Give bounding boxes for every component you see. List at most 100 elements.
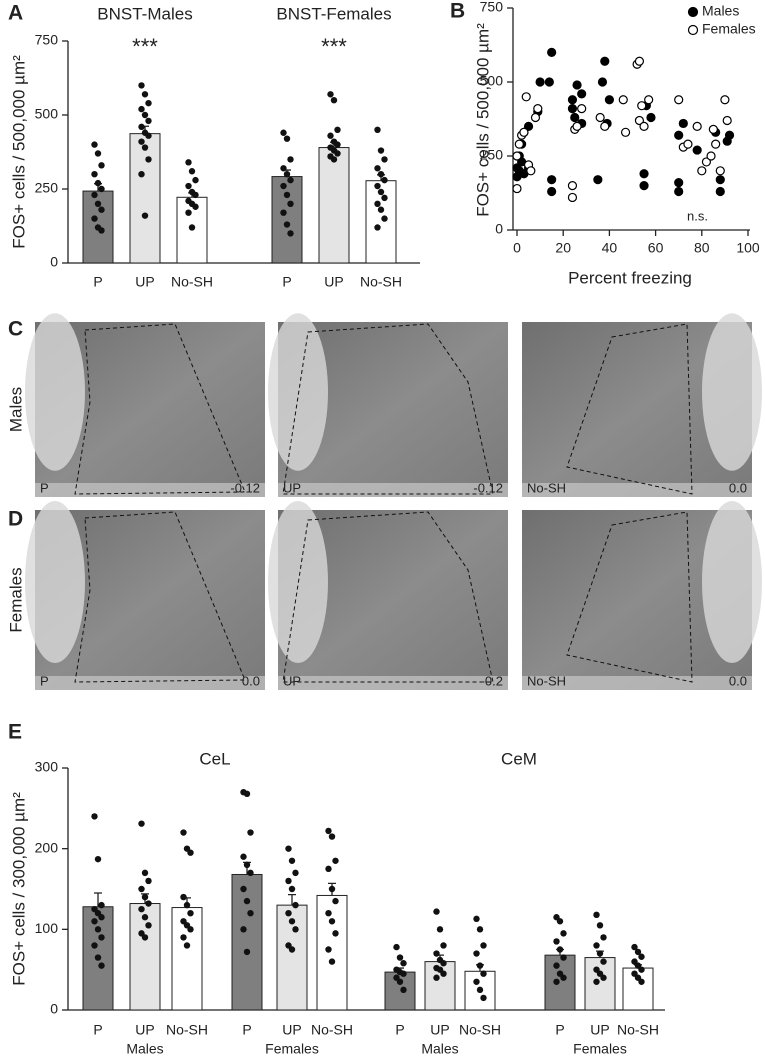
- x-tick-label: P: [282, 274, 291, 290]
- x-tick-label: No-SH: [617, 1022, 659, 1038]
- data-point: [473, 950, 480, 957]
- data-point: [480, 942, 487, 949]
- data-point: [692, 121, 702, 132]
- data-point: [572, 80, 582, 90]
- data-point: [185, 159, 192, 166]
- data-point: [94, 926, 102, 933]
- data-point: [593, 978, 600, 985]
- group-label: BNST-Females: [276, 4, 391, 23]
- data-point: [185, 182, 192, 190]
- image-level: 0.0: [729, 480, 747, 495]
- data-point: [644, 95, 654, 105]
- data-point: [287, 230, 294, 237]
- data-point: [332, 930, 339, 937]
- data-point: [638, 978, 645, 985]
- data-point: [145, 877, 152, 885]
- x-tick-label: 80: [694, 240, 710, 256]
- data-point: [526, 166, 536, 176]
- data-point: [377, 188, 385, 196]
- data-point: [334, 141, 341, 148]
- data-point: [692, 145, 702, 155]
- y-tick-label: 0: [50, 254, 58, 270]
- data-point: [328, 885, 336, 893]
- data-point: [288, 885, 296, 893]
- bar: [129, 133, 161, 264]
- data-point: [285, 877, 292, 885]
- data-point: [247, 869, 254, 877]
- data-point: [330, 97, 338, 104]
- data-point: [98, 914, 105, 921]
- group-label: Males: [126, 1041, 163, 1057]
- data-point: [287, 176, 294, 184]
- data-point: [243, 790, 251, 798]
- data-point: [476, 962, 484, 969]
- bar: [544, 954, 576, 1011]
- micrograph-background: [702, 501, 762, 663]
- data-point: [243, 897, 251, 905]
- data-point: [243, 948, 251, 956]
- data-point: [283, 135, 291, 142]
- data-point: [512, 183, 522, 194]
- data-point: [334, 126, 341, 133]
- data-point: [381, 176, 388, 184]
- x-tick-label: P: [93, 1022, 102, 1038]
- data-point: [183, 942, 191, 949]
- data-point: [381, 194, 388, 202]
- data-point: [400, 970, 407, 977]
- significance: ***: [321, 34, 347, 59]
- data-point: [91, 942, 98, 949]
- data-point: [287, 156, 294, 163]
- data-point: [98, 962, 105, 969]
- y-tick-label: 0: [495, 221, 503, 237]
- data-point: [533, 104, 543, 114]
- bar: [318, 147, 350, 264]
- legend-label: Males: [702, 3, 739, 19]
- data-point: [674, 178, 684, 188]
- micrograph-background: [268, 313, 328, 471]
- data-point: [567, 192, 578, 203]
- micrograph-edge: [278, 676, 508, 690]
- image-label: No-SH: [527, 480, 566, 495]
- data-point: [188, 168, 196, 175]
- data-point: [180, 893, 187, 901]
- data-point: [145, 922, 152, 929]
- data-point: [332, 857, 339, 864]
- region-label: CeL: [199, 749, 230, 768]
- data-point: [440, 942, 447, 949]
- x-tick-label: UP: [135, 1022, 154, 1038]
- row-label: Females: [6, 567, 25, 632]
- data-point: [377, 206, 385, 213]
- data-point: [283, 191, 291, 199]
- image-level: -0.12: [230, 480, 260, 495]
- data-point: [521, 92, 531, 102]
- micrograph-edge: [35, 483, 265, 497]
- data-point: [374, 182, 381, 190]
- x-tick-label: P: [555, 1022, 564, 1038]
- data-point: [567, 181, 578, 191]
- data-point: [280, 129, 287, 136]
- data-point: [377, 147, 385, 154]
- x-tick-label: 60: [648, 240, 664, 256]
- data-point: [396, 978, 404, 985]
- data-point: [141, 212, 149, 219]
- y-tick-label: 300: [35, 759, 59, 775]
- data-point: [325, 910, 332, 917]
- data-point: [600, 958, 607, 965]
- data-point: [138, 123, 145, 131]
- data-point: [697, 166, 707, 176]
- data-point: [325, 827, 332, 835]
- x-tick-label: P: [93, 274, 102, 290]
- data-point: [480, 970, 487, 977]
- data-point: [141, 144, 149, 151]
- x-tick-label: UP: [282, 1022, 301, 1038]
- x-tick-label: No-SH: [166, 1022, 208, 1038]
- data-point: [646, 112, 656, 123]
- y-tick-label: 0: [50, 1001, 58, 1017]
- y-tick-label: 250: [480, 147, 504, 163]
- data-point: [476, 926, 484, 933]
- data-point: [381, 156, 388, 163]
- data-point: [292, 926, 299, 933]
- data-point: [708, 124, 718, 134]
- data-point: [638, 953, 645, 960]
